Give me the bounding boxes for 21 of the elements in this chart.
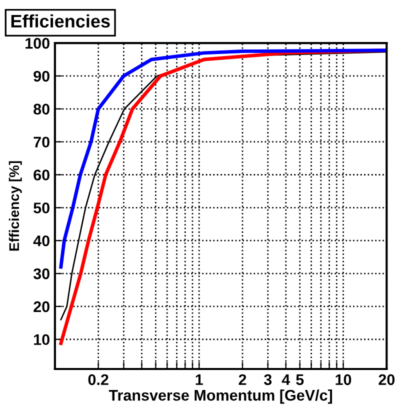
y-axis-title: Efficiency [%] (8, 161, 22, 251)
y-tick-label: 40 (33, 235, 50, 246)
y-tick-label: 90 (34, 70, 50, 82)
y-tick-label: 80 (34, 104, 50, 115)
x-tick-label: 1 (196, 374, 203, 385)
x-tick-label: 0.2 (88, 374, 108, 386)
x-axis-title: Transverse Momentum [GeV/c] (108, 389, 332, 404)
x-tick-label: 5 (296, 374, 304, 386)
y-tick-label: 70 (34, 136, 50, 148)
x-tick-label: 4 (282, 374, 290, 385)
x-tick-label: 20 (378, 374, 395, 386)
y-tick-label: 30 (33, 268, 50, 280)
chart-title: Efficiencies (11, 14, 110, 28)
x-tick-label: 2 (238, 374, 246, 385)
y-tick-label: 50 (34, 202, 50, 214)
x-tick-label: 3 (264, 374, 272, 386)
y-tick-label: 10 (34, 334, 50, 346)
y-tick-label: 60 (34, 170, 50, 180)
x-tick-label: 10 (336, 374, 352, 386)
y-tick-label: 100 (26, 38, 50, 49)
y-tick-label: 20 (34, 301, 50, 312)
